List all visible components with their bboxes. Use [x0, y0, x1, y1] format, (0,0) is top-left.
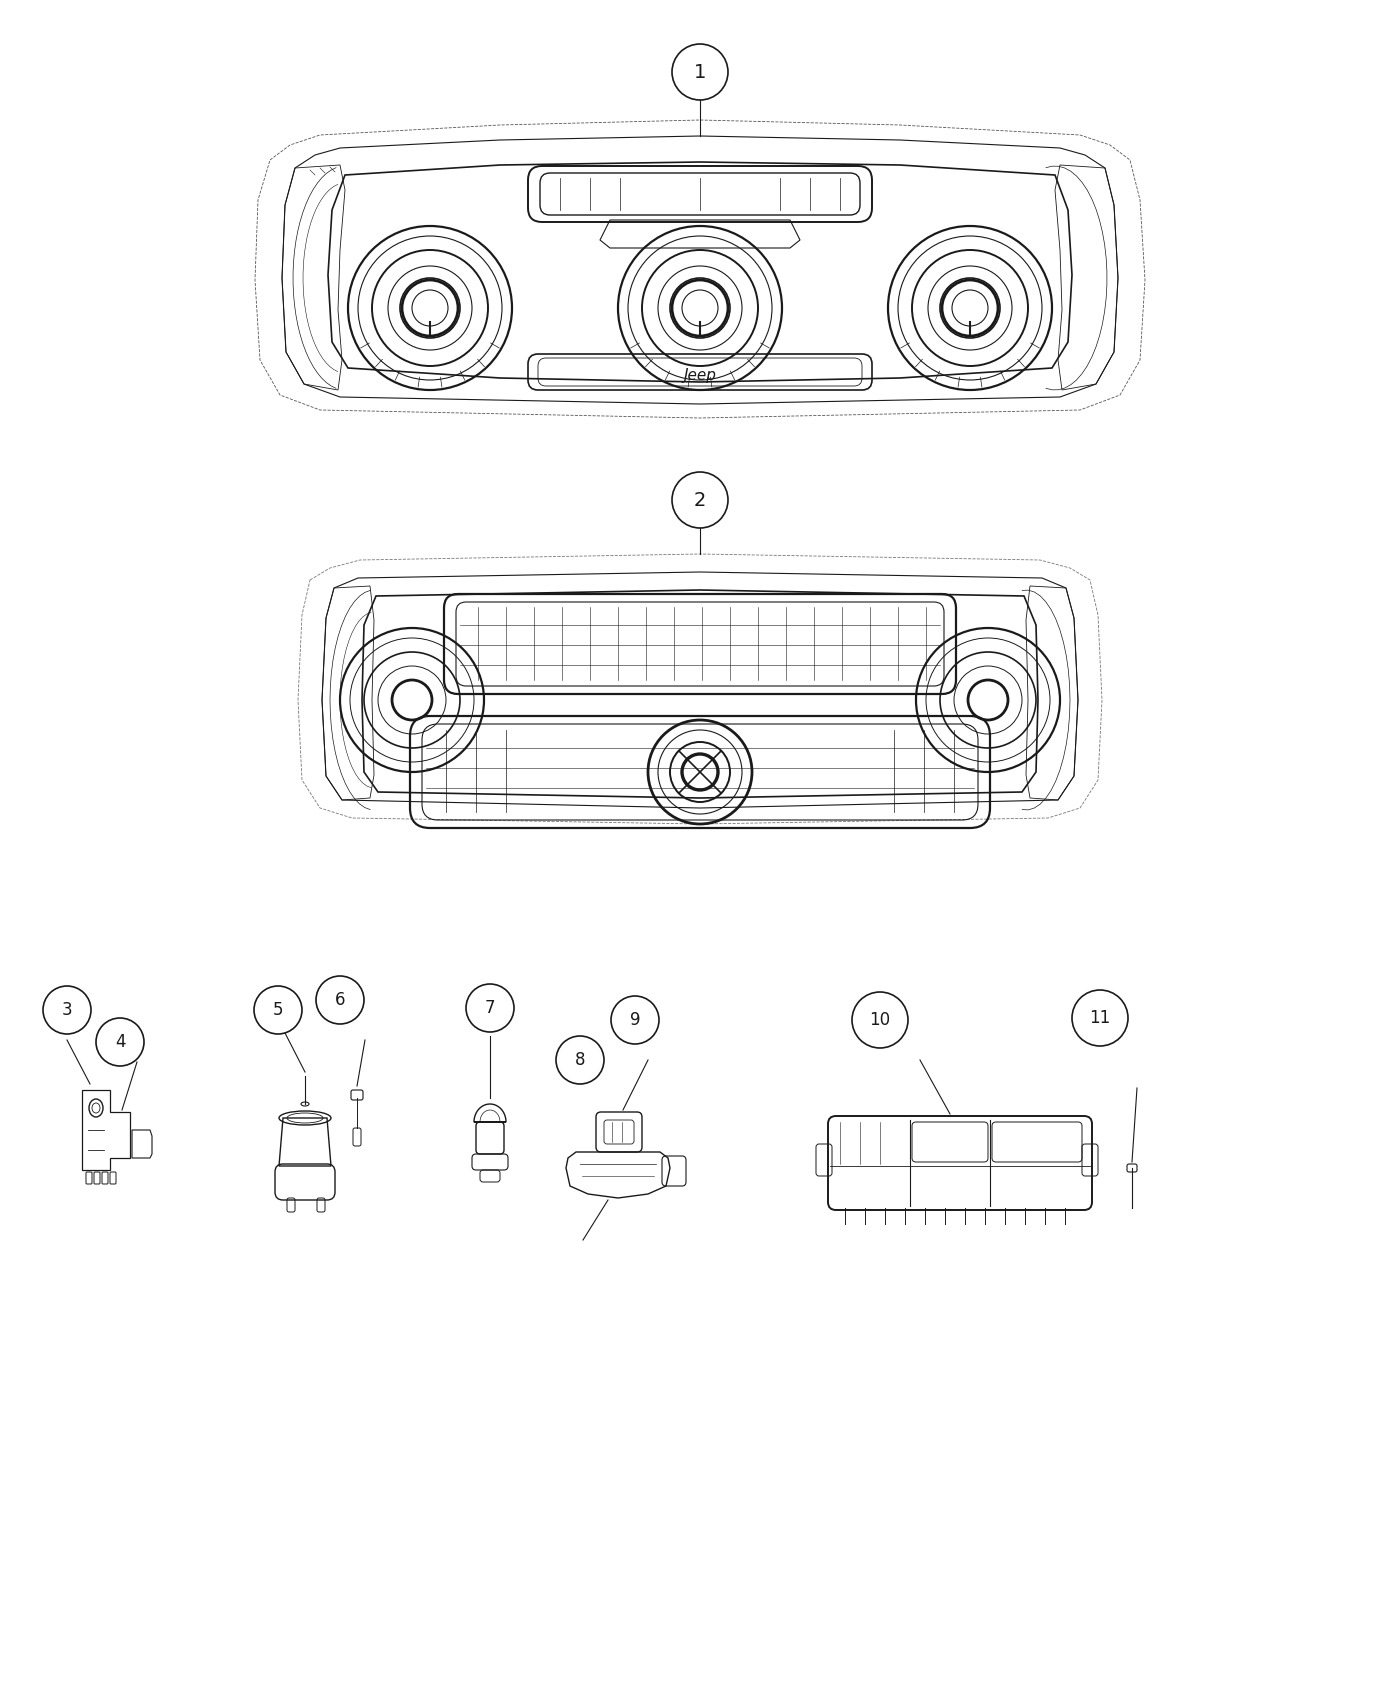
Text: 3: 3 — [62, 1001, 73, 1018]
Text: 4: 4 — [115, 1034, 125, 1051]
Text: 8: 8 — [575, 1051, 585, 1069]
Text: 2: 2 — [694, 491, 706, 510]
Text: 7: 7 — [484, 1000, 496, 1017]
Text: 9: 9 — [630, 1012, 640, 1028]
Text: 6: 6 — [335, 991, 346, 1010]
Text: 11: 11 — [1089, 1010, 1110, 1027]
Text: 10: 10 — [869, 1012, 890, 1028]
Text: 1: 1 — [694, 63, 706, 82]
Text: Jeep: Jeep — [683, 367, 717, 382]
Text: 5: 5 — [273, 1001, 283, 1018]
